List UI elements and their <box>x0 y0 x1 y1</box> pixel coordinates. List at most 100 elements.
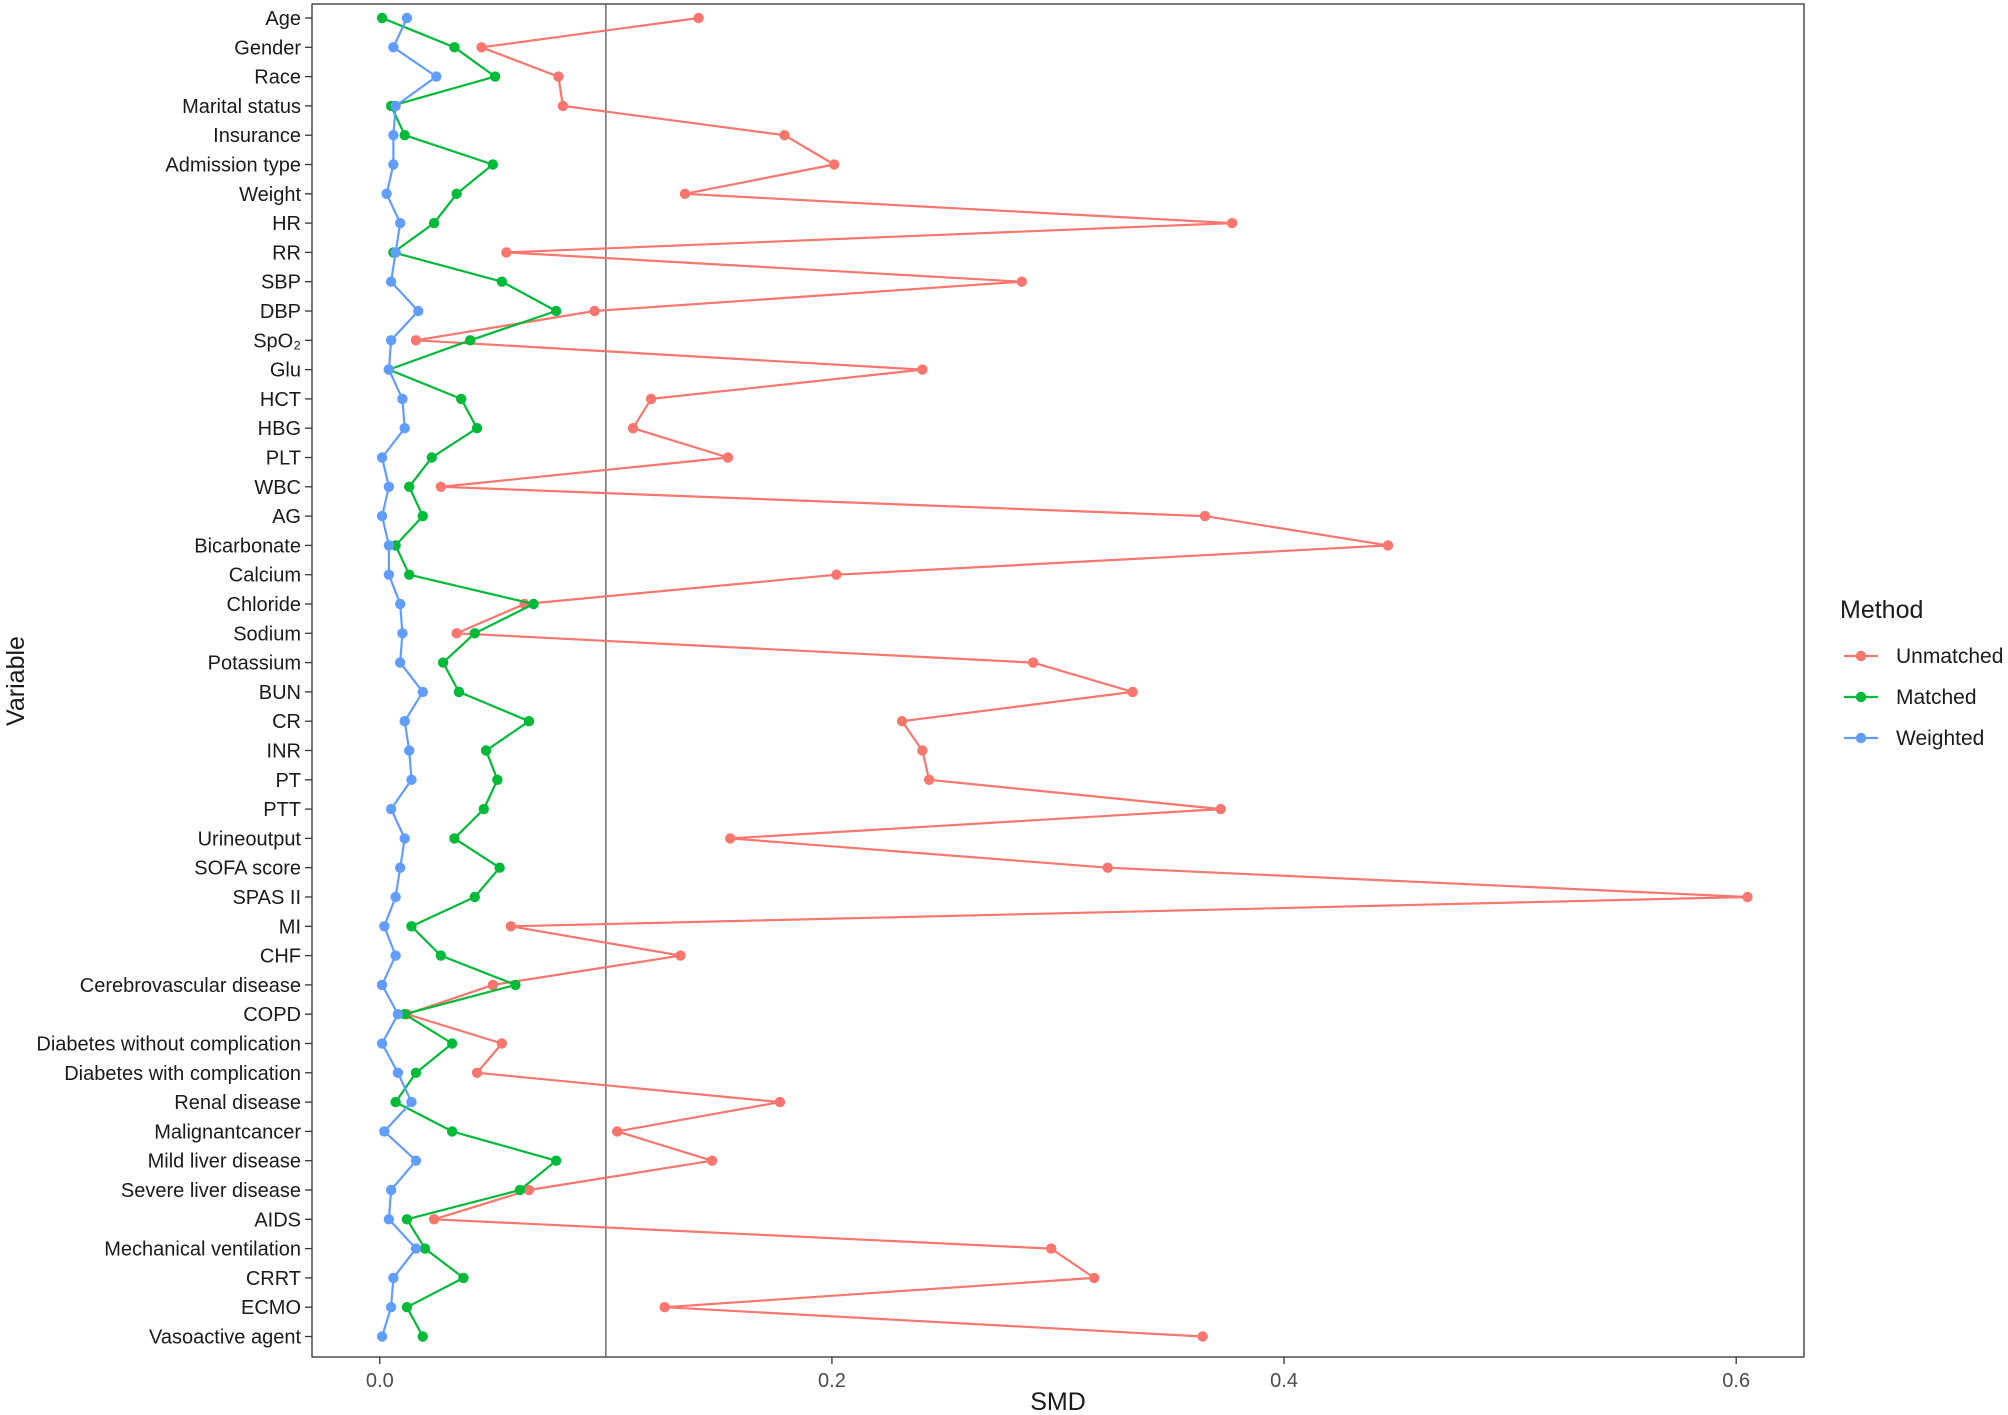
point-matched <box>487 159 499 170</box>
point-weighted <box>390 100 401 112</box>
y-tick-label: Marital status <box>182 96 301 118</box>
y-tick-label: Sodium <box>233 623 301 645</box>
point-weighted <box>383 569 395 580</box>
point-unmatched <box>679 188 691 199</box>
point-matched <box>471 423 483 434</box>
point-unmatched <box>1102 862 1113 873</box>
point-matched <box>437 657 449 668</box>
legend-key-point-matched <box>1855 691 1867 703</box>
point-unmatched <box>923 774 935 785</box>
point-matched <box>376 12 388 24</box>
point-unmatched <box>523 1184 535 1196</box>
point-weighted <box>390 950 401 961</box>
legend-key-point-weighted <box>1855 732 1867 744</box>
point-weighted <box>399 716 410 727</box>
point-weighted <box>376 452 388 463</box>
point-matched <box>451 188 462 199</box>
legend-label-matched: Matched <box>1896 686 1977 709</box>
y-tick-label: SOFA score <box>194 858 301 880</box>
point-matched <box>510 979 521 991</box>
point-unmatched <box>706 1155 718 1166</box>
point-matched <box>417 1331 428 1342</box>
point-matched <box>449 833 460 844</box>
point-unmatched <box>476 42 487 53</box>
point-unmatched <box>611 1126 623 1137</box>
point-weighted <box>406 774 417 785</box>
point-matched <box>458 1272 469 1284</box>
point-weighted <box>376 1331 388 1342</box>
y-tick-label: Severe liver disease <box>121 1180 301 1202</box>
point-unmatched <box>1742 891 1753 903</box>
y-tick-label: INR <box>267 741 301 763</box>
point-weighted <box>390 891 401 903</box>
point-matched <box>469 628 480 639</box>
point-matched <box>410 1067 422 1079</box>
y-tick-label: HBG <box>258 418 301 440</box>
point-unmatched <box>505 921 517 932</box>
x-tick-label: 0.4 <box>1270 1370 1298 1392</box>
y-axis-title: Variable <box>2 636 30 726</box>
point-matched <box>390 1096 401 1108</box>
point-unmatched <box>1046 1243 1057 1254</box>
y-tick-label: Admission type <box>165 155 301 177</box>
point-unmatched <box>451 628 462 639</box>
point-matched <box>453 686 465 698</box>
y-tick-label: ECMO <box>241 1297 301 1319</box>
y-tick-label: SpO₂ <box>253 330 301 352</box>
point-unmatched <box>693 12 704 24</box>
x-tick-label: 0.0 <box>366 1370 394 1392</box>
point-unmatched <box>1197 1331 1208 1342</box>
point-weighted <box>394 598 406 610</box>
y-tick-label: Diabetes without complication <box>36 1034 301 1056</box>
point-unmatched <box>557 100 569 112</box>
y-tick-label: Malignantcancer <box>154 1121 301 1143</box>
y-tick-label: Potassium <box>208 653 301 675</box>
point-matched <box>550 1155 562 1166</box>
point-unmatched <box>722 452 734 463</box>
y-tick-label: COPD <box>243 1004 301 1026</box>
point-matched <box>419 1243 431 1254</box>
y-tick-label: CR <box>272 711 301 733</box>
point-matched <box>404 569 415 580</box>
point-unmatched <box>1127 686 1138 698</box>
point-matched <box>399 130 410 141</box>
point-matched <box>480 745 492 756</box>
point-unmatched <box>1199 510 1211 522</box>
point-matched <box>435 950 447 961</box>
legend-title: Method <box>1840 596 1923 624</box>
point-unmatched <box>589 305 600 317</box>
point-unmatched <box>1088 1272 1100 1284</box>
point-matched <box>478 803 490 815</box>
y-tick-label: Weight <box>239 184 301 206</box>
legend-key-point-unmatched <box>1855 650 1867 662</box>
point-unmatched <box>1215 803 1226 815</box>
y-tick-label: AG <box>272 506 301 528</box>
y-tick-label: Renal disease <box>174 1092 301 1114</box>
point-unmatched <box>1382 540 1394 551</box>
point-matched <box>469 891 480 903</box>
point-matched <box>426 452 438 463</box>
point-weighted <box>376 1038 388 1049</box>
y-tick-label: Calcium <box>229 565 301 587</box>
series-line-weighted <box>381 17 438 1337</box>
point-unmatched <box>487 979 499 991</box>
point-weighted <box>388 1272 399 1284</box>
point-matched <box>449 42 460 53</box>
legend: Method Unmatched Matched Weighted <box>1840 596 2003 750</box>
point-matched <box>492 774 503 785</box>
point-unmatched <box>917 745 928 756</box>
y-tick-label: Insurance <box>213 125 301 147</box>
point-unmatched <box>917 364 928 375</box>
point-weighted <box>383 1214 395 1225</box>
point-unmatched <box>774 1096 786 1108</box>
point-weighted <box>388 42 399 53</box>
point-weighted <box>392 1067 404 1079</box>
point-unmatched <box>501 247 512 258</box>
point-unmatched <box>896 716 908 727</box>
point-matched <box>494 862 505 873</box>
y-tick-label: Gender <box>234 37 301 59</box>
point-weighted <box>383 540 395 551</box>
y-tick-label: WBC <box>254 477 301 499</box>
point-weighted <box>392 1009 404 1020</box>
